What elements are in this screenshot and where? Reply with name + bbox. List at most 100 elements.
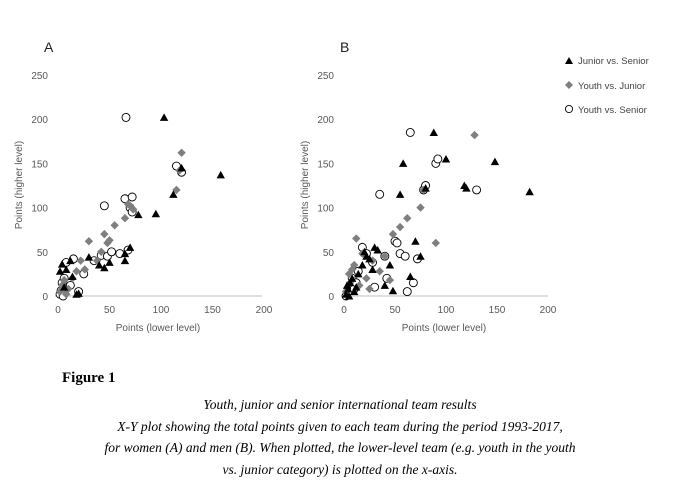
data-point-triangle <box>490 157 500 166</box>
data-point-triangle <box>177 163 186 172</box>
y-tick-label: 150 <box>317 159 334 170</box>
data-point-triangle <box>343 284 353 293</box>
data-point-triangle <box>74 289 83 297</box>
data-point-triangle <box>125 243 135 251</box>
data-point-diamond <box>84 236 94 246</box>
data-point-diamond <box>388 229 398 239</box>
data-point-diamond <box>57 281 67 290</box>
y-tick-label: 50 <box>323 248 335 259</box>
data-point-circle <box>405 128 415 137</box>
data-point-triangle <box>345 278 355 287</box>
data-point-diamond <box>97 247 106 256</box>
panel-a-tick-labels: 0 50 100 150 200 0 50 100 150 200 250 <box>31 71 272 316</box>
data-point-triangle <box>350 287 359 296</box>
caption-line: vs. junior category) is plotted on the x… <box>222 461 458 477</box>
data-point-diamond <box>416 203 425 212</box>
data-point-triangle <box>398 159 408 167</box>
legend-triangle-marker <box>565 57 573 64</box>
data-point-circle <box>392 238 402 248</box>
data-point-triangle <box>429 128 438 136</box>
panel-a-letter: A <box>44 39 54 55</box>
x-tick-label: 200 <box>256 305 273 316</box>
panel-b-data-points <box>341 128 534 301</box>
y-tick-label: 250 <box>317 71 334 82</box>
data-point-diamond <box>380 252 389 261</box>
data-point-circle <box>433 154 443 164</box>
data-point-triangle <box>373 246 382 254</box>
x-tick-label: 0 <box>341 305 347 316</box>
data-point-triangle <box>344 292 354 300</box>
y-tick-label: 100 <box>31 204 48 215</box>
data-point-triangle <box>216 170 225 179</box>
caption-line: for women (A) and men (B). When plotted,… <box>104 440 576 455</box>
data-point-diamond <box>72 267 81 276</box>
panel-a-y-axis-label: Points (higher level) <box>14 141 25 229</box>
data-point-triangle <box>406 272 415 281</box>
figure-caption: Youth, junior and senior international t… <box>20 394 660 480</box>
y-tick-label: 150 <box>31 159 48 170</box>
panel-b-y-axis-label: Points (higher level) <box>300 141 311 229</box>
data-point-circle <box>99 201 109 211</box>
panel-a: A 0 50 100 150 200 0 50 100 150 200 250 Points (lo… <box>14 39 273 334</box>
data-point-triangle <box>120 256 130 265</box>
data-point-diamond <box>403 214 412 223</box>
data-point-triangle <box>68 272 77 281</box>
data-point-diamond <box>431 238 440 248</box>
data-point-circle <box>402 287 412 297</box>
caption-line: X-Y plot showing the total points given … <box>117 418 563 434</box>
data-point-triangle <box>411 237 420 245</box>
data-point-triangle <box>169 190 178 198</box>
x-tick-label: 150 <box>489 305 506 316</box>
y-tick-label: 100 <box>317 204 334 215</box>
data-point-triangle <box>352 283 361 291</box>
data-point-circle <box>107 247 117 257</box>
data-point-diamond <box>350 260 359 270</box>
x-tick-label: 200 <box>540 305 557 316</box>
data-point-triangle <box>358 261 367 269</box>
data-point-triangle <box>59 283 69 291</box>
data-point-triangle <box>395 190 405 198</box>
data-point-triangle <box>95 261 104 269</box>
data-point-triangle <box>84 253 94 261</box>
legend-diamond-marker <box>565 81 573 89</box>
data-point-triangle <box>421 184 430 192</box>
x-tick-label: 50 <box>389 305 401 316</box>
data-point-circle <box>375 189 385 199</box>
data-point-diamond <box>352 234 361 243</box>
figure-label: Figure 1 <box>62 370 116 386</box>
legend-label-youth-vs-senior: Youth vs. Senior <box>578 105 647 116</box>
panel-b: B 0 50 100 150 200 0 50 100 150 200 250 Points (lo… <box>300 39 557 334</box>
x-tick-label: 100 <box>153 305 170 316</box>
caption-line: Youth, junior and senior international t… <box>203 397 477 412</box>
data-point-triangle <box>105 258 114 266</box>
data-point-circle <box>121 112 131 122</box>
data-point-triangle <box>354 269 363 278</box>
data-point-circle <box>400 251 410 261</box>
data-point-diamond <box>385 275 395 285</box>
data-point-triangle <box>462 184 471 192</box>
data-point-diamond <box>395 222 405 232</box>
panel-b-letter: B <box>340 39 349 55</box>
data-point-triangle <box>66 256 75 265</box>
data-point-triangle <box>55 267 65 275</box>
data-point-triangle <box>120 249 130 258</box>
figure-1-plots: A 0 50 100 150 200 0 50 100 150 200 250 Points (lo… <box>14 39 649 334</box>
y-tick-label: 200 <box>31 115 48 126</box>
data-point-triangle <box>159 113 169 121</box>
y-tick-label: 50 <box>37 248 49 259</box>
legend-label-youth-vs-junior: Youth vs. Junior <box>578 81 645 92</box>
data-point-triangle <box>388 286 398 295</box>
data-point-triangle <box>380 281 389 289</box>
legend-circle-marker <box>564 104 574 114</box>
data-point-diamond <box>64 284 73 294</box>
data-point-triangle <box>365 254 374 263</box>
x-tick-label: 150 <box>204 305 221 316</box>
data-point-diamond <box>105 236 114 245</box>
panel-a-data-points <box>55 112 225 301</box>
y-tick-label: 250 <box>31 71 48 82</box>
data-point-triangle <box>416 252 425 260</box>
data-point-diamond <box>100 229 109 239</box>
data-point-triangle <box>62 265 71 273</box>
x-tick-label: 100 <box>438 305 455 316</box>
data-point-diamond <box>110 221 119 230</box>
